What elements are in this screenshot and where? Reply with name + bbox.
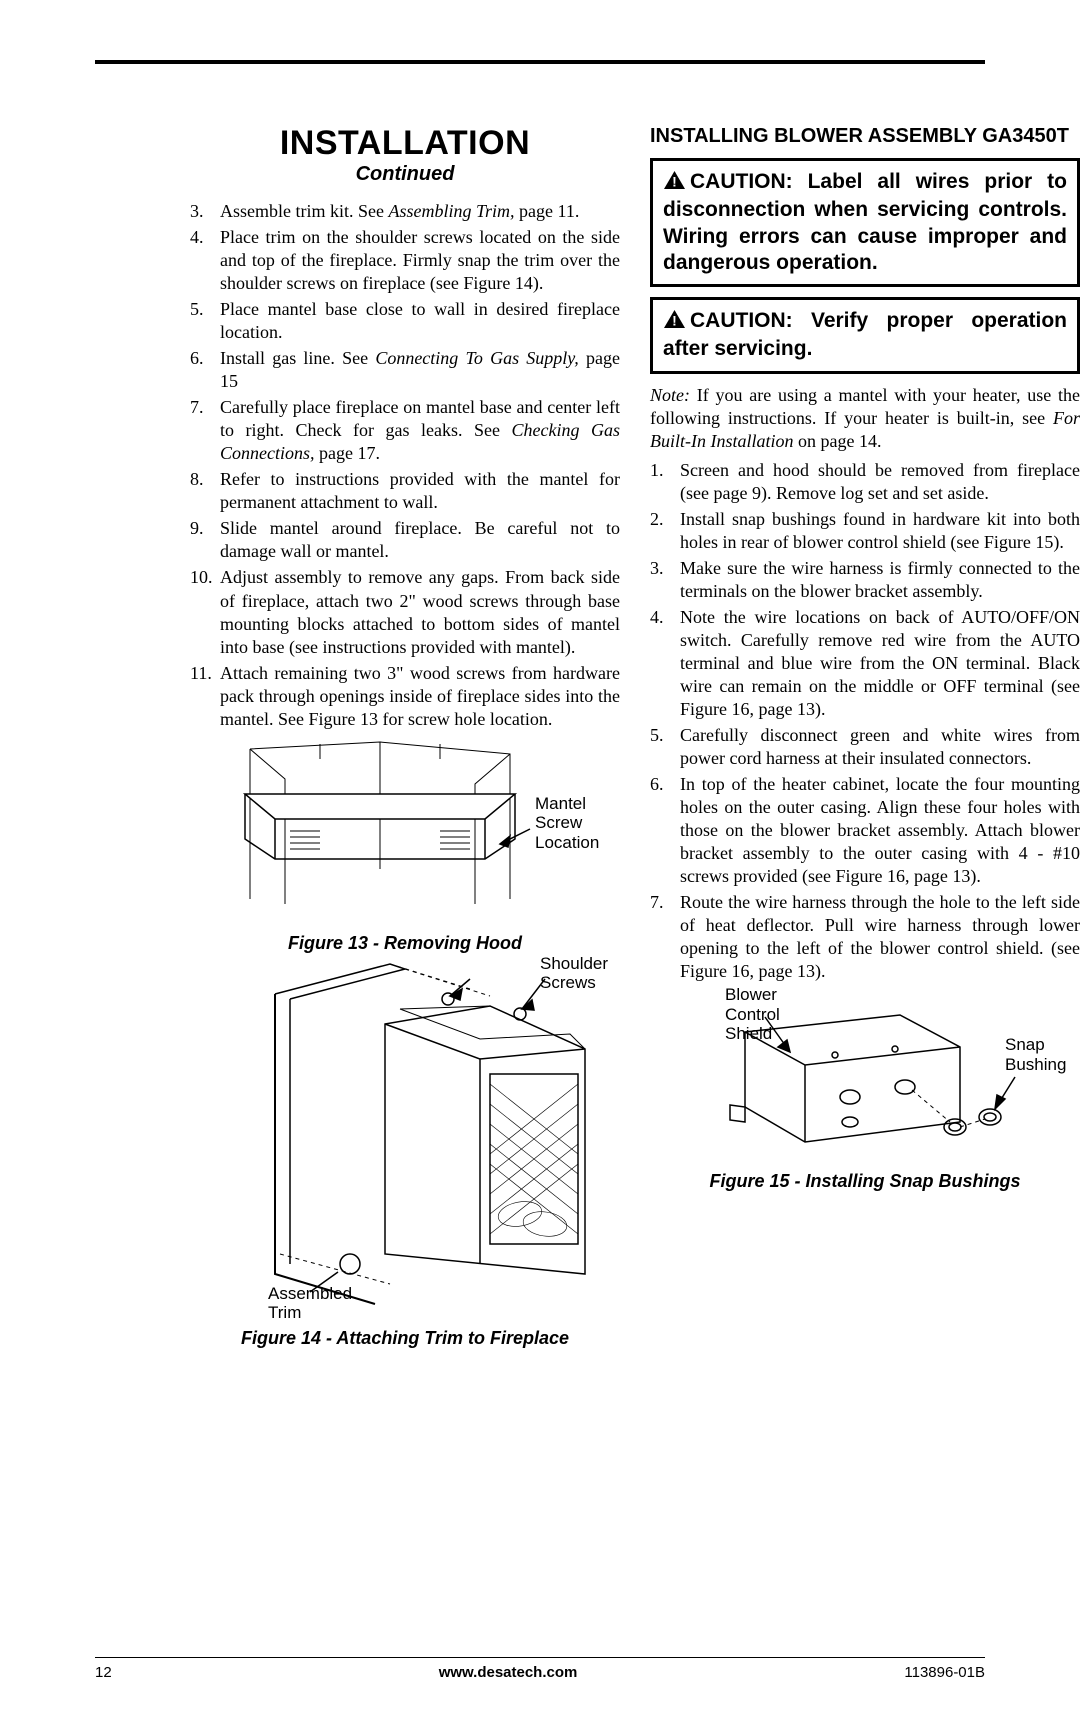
step-item: 7.Route the wire harness through the hol…: [650, 891, 1080, 983]
figure-13: Mantel Screw Location: [190, 739, 620, 929]
svg-text:!: !: [672, 174, 677, 190]
page-footer: 12 www.desatech.com 113896-01B: [95, 1657, 985, 1681]
step-num: 7.: [190, 396, 220, 465]
step-text: Place trim on the shoulder screws locate…: [220, 226, 620, 295]
right-column: INSTALLING BLOWER ASSEMBLY GA3450T ! CAU…: [650, 124, 1080, 1349]
step-item: 10.Adjust assembly to remove any gaps. F…: [190, 566, 620, 658]
step-item: 2.Install snap bushings found in hardwar…: [650, 508, 1080, 554]
right-steps: 1.Screen and hood should be removed from…: [650, 459, 1080, 984]
step-item: 6.In top of the heater cabinet, locate t…: [650, 773, 1080, 888]
fig14-label2: Assembled Trim: [268, 1284, 352, 1323]
step-text: Carefully disconnect green and white wir…: [680, 724, 1080, 770]
step-item: 3.Assemble trim kit. See Assembling Trim…: [190, 200, 620, 223]
figure-15: Blower Control Shield Snap Bushing: [650, 987, 1080, 1167]
step-text: Install snap bushings found in hardware …: [680, 508, 1080, 554]
step-item: 9.Slide mantel around fireplace. Be care…: [190, 517, 620, 563]
step-item: 8.Refer to instructions provided with th…: [190, 468, 620, 514]
step-item: 11.Attach remaining two 3" wood screws f…: [190, 662, 620, 731]
step-text: Install gas line. See Connecting To Gas …: [220, 347, 620, 393]
step-text: Assemble trim kit. See Assembling Trim, …: [220, 200, 620, 223]
step-num: 5.: [650, 724, 680, 770]
caution-box-2: ! CAUTION: Verify proper operation after…: [650, 297, 1080, 374]
left-column: INSTALLATION Continued 3.Assemble trim k…: [190, 124, 620, 1349]
caution1-body: CAUTION: Label all wires prior to discon…: [663, 170, 1067, 274]
step-num: 2.: [650, 508, 680, 554]
page-content: INSTALLATION Continued 3.Assemble trim k…: [95, 60, 985, 1389]
step-item: 4.Place trim on the shoulder screws loca…: [190, 226, 620, 295]
step-item: 3.Make sure the wire harness is firmly c…: [650, 557, 1080, 603]
step-text: Route the wire harness through the hole …: [680, 891, 1080, 983]
step-text: Attach remaining two 3" wood screws from…: [220, 662, 620, 731]
step-num: 3.: [650, 557, 680, 603]
caution-2-text: ! CAUTION: Verify proper operation after…: [663, 308, 1067, 363]
fig15-caption: Figure 15 - Installing Snap Bushings: [650, 1171, 1080, 1192]
step-num: 6.: [190, 347, 220, 393]
fig14-caption: Figure 14 - Attaching Trim to Fireplace: [190, 1328, 620, 1349]
caution2-body: CAUTION: Verify proper operation after s…: [663, 309, 1067, 360]
caution-1-text: ! CAUTION: Label all wires prior to disc…: [663, 169, 1067, 276]
step-text: In top of the heater cabinet, locate the…: [680, 773, 1080, 888]
step-num: 5.: [190, 298, 220, 344]
fig15-svg: [650, 987, 1080, 1162]
fig14-svg: [190, 954, 620, 1319]
step-num: 4.: [650, 606, 680, 721]
fig13-label: Mantel Screw Location: [535, 794, 599, 853]
step-item: 1.Screen and hood should be removed from…: [650, 459, 1080, 505]
footer-url: www.desatech.com: [439, 1664, 578, 1681]
step-text: Note the wire locations on back of AUTO/…: [680, 606, 1080, 721]
fig15-label2: Snap Bushing: [1005, 1035, 1066, 1074]
warning-icon: !: [663, 309, 686, 336]
step-num: 11.: [190, 662, 220, 731]
step-num: 10.: [190, 566, 220, 658]
note-text: Note: If you are using a mantel with you…: [650, 384, 1080, 453]
step-num: 6.: [650, 773, 680, 888]
installation-title: INSTALLATION: [190, 124, 620, 163]
caution-box-1: ! CAUTION: Label all wires prior to disc…: [650, 158, 1080, 287]
step-text: Slide mantel around fireplace. Be carefu…: [220, 517, 620, 563]
step-item: 5.Carefully disconnect green and white w…: [650, 724, 1080, 770]
figure-14: Shoulder Screws Assembled Trim: [190, 954, 620, 1324]
page-number: 12: [95, 1664, 112, 1681]
step-text: Place mantel base close to wall in desir…: [220, 298, 620, 344]
step-item: 5.Place mantel base close to wall in des…: [190, 298, 620, 344]
fig13-caption: Figure 13 - Removing Hood: [190, 933, 620, 954]
step-text: Screen and hood should be removed from f…: [680, 459, 1080, 505]
step-text: Make sure the wire harness is firmly con…: [680, 557, 1080, 603]
fig14-label1: Shoulder Screws: [540, 954, 608, 993]
step-num: 8.: [190, 468, 220, 514]
left-steps: 3.Assemble trim kit. See Assembling Trim…: [190, 200, 620, 731]
step-num: 3.: [190, 200, 220, 223]
continued-label: Continued: [190, 163, 620, 186]
step-item: 6.Install gas line. See Connecting To Ga…: [190, 347, 620, 393]
svg-text:!: !: [672, 313, 677, 329]
step-item: 7.Carefully place fireplace on mantel ba…: [190, 396, 620, 465]
step-num: 4.: [190, 226, 220, 295]
step-text: Carefully place fireplace on mantel base…: [220, 396, 620, 465]
step-text: Adjust assembly to remove any gaps. From…: [220, 566, 620, 658]
fig15-label1: Blower Control Shield: [725, 985, 780, 1044]
step-num: 7.: [650, 891, 680, 983]
step-num: 9.: [190, 517, 220, 563]
step-text: Refer to instructions provided with the …: [220, 468, 620, 514]
doc-number: 113896-01B: [904, 1664, 985, 1681]
section-heading: INSTALLING BLOWER ASSEMBLY GA3450T: [650, 124, 1080, 148]
step-item: 4.Note the wire locations on back of AUT…: [650, 606, 1080, 721]
warning-icon: !: [663, 170, 686, 197]
step-num: 1.: [650, 459, 680, 505]
